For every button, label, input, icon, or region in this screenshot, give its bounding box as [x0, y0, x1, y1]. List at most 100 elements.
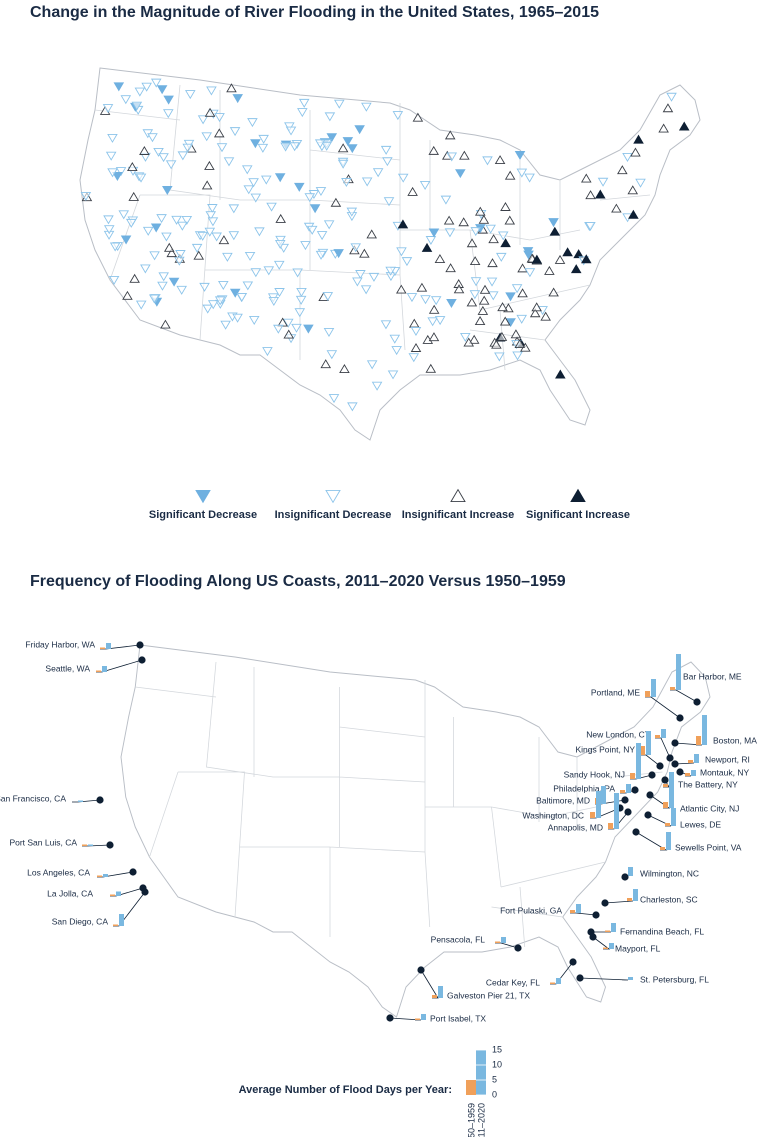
leader-line — [420, 969, 439, 999]
station-dot — [671, 760, 679, 768]
station-dot — [666, 754, 674, 762]
legend-symbol — [195, 489, 211, 504]
flood-trend-symbol — [322, 292, 334, 302]
flood-trend-symbol — [176, 285, 187, 295]
flood-trend-symbol — [294, 182, 305, 192]
flood-days-bar — [660, 847, 665, 850]
flood-days-bar — [614, 793, 619, 829]
flood-trend-symbol — [504, 170, 516, 180]
flood-trend-symbol — [316, 231, 328, 241]
flood-trend-symbol — [295, 295, 307, 305]
flood-trend-symbol — [468, 334, 480, 344]
flood-trend-symbol — [228, 231, 240, 241]
flood-days-bar — [696, 736, 701, 745]
flood-trend-symbol — [434, 254, 446, 264]
flood-days-bar — [603, 947, 608, 949]
station-dot — [656, 762, 664, 770]
station-label: Seattle, WA — [45, 663, 90, 673]
flood-days-bar — [636, 743, 641, 779]
station-label: Galveston Pier 21, TX — [447, 990, 530, 1000]
flood-trend-symbol — [268, 297, 280, 307]
station-label: Sewells Point, VA — [675, 842, 742, 852]
station-label: Montauk, NY — [700, 767, 749, 777]
legend-series-label: 2011–2020 — [476, 1103, 486, 1137]
leader-line — [570, 912, 597, 916]
flood-trend-symbol — [243, 185, 255, 195]
leader-line — [97, 871, 134, 878]
flood-trend-symbol — [139, 145, 150, 155]
flood-trend-symbol — [289, 142, 300, 152]
flood-trend-symbol — [516, 314, 527, 324]
flood-trend-symbol — [193, 250, 205, 260]
flood-trend-symbol — [140, 264, 151, 274]
flood-trend-symbol — [309, 204, 321, 214]
flood-trend-symbol — [494, 352, 505, 362]
flood-trend-symbol — [628, 209, 639, 219]
flood-trend-symbol — [544, 265, 555, 275]
flood-days-bar — [688, 760, 693, 763]
flood-trend-symbol — [181, 216, 193, 226]
flood-days-bar — [702, 715, 707, 745]
legend-tick-label: 0 — [492, 1089, 497, 1099]
flood-trend-symbol — [383, 197, 395, 207]
flood-trend-symbol — [406, 293, 418, 303]
flood-trend-symbol — [496, 331, 508, 341]
flood-trend-symbol — [633, 134, 644, 144]
flood-trend-symbol — [428, 332, 440, 342]
flood-trend-symbol — [514, 150, 526, 160]
flood-days-bar — [685, 773, 690, 776]
flood-trend-symbol — [474, 316, 486, 326]
flood-trend-symbol — [549, 226, 561, 236]
flood-trend-symbol — [595, 189, 606, 199]
flood-trend-symbol — [355, 270, 366, 280]
station-label: Los Angeles, CA — [27, 867, 90, 877]
flood-trend-symbol — [360, 285, 372, 295]
flood-days-bar — [590, 812, 595, 818]
station: Mayport, FL — [589, 933, 661, 953]
station: Port Isabel, TX — [386, 1013, 486, 1023]
flood-trend-symbol — [291, 323, 302, 333]
flood-trend-symbol — [350, 243, 362, 253]
station: Galveston Pier 21, TX — [417, 966, 530, 1000]
flood-trend-symbol — [397, 219, 409, 229]
flood-trend-symbol — [229, 127, 241, 137]
flood-trend-symbol — [102, 104, 114, 114]
station: Fort Pulaski, GA — [500, 904, 600, 919]
leader-line — [604, 900, 634, 904]
station: New London, CT — [586, 729, 674, 762]
station-label: Sandy Hook, NJ — [564, 769, 625, 779]
station: Atlantic City, NJ — [646, 772, 739, 813]
flood-trend-symbol — [339, 364, 350, 374]
station: Sandy Hook, NJ — [564, 743, 656, 780]
flood-trend-symbol — [347, 144, 358, 154]
station-dot — [386, 1014, 394, 1022]
flood-trend-symbol — [275, 213, 286, 223]
flood-trend-symbol — [294, 308, 306, 318]
flood-trend-symbol — [323, 327, 335, 337]
flood-days-bar — [88, 844, 93, 846]
station-dot — [96, 796, 104, 804]
station: Philadelphia, PA — [553, 783, 639, 794]
flood-trend-symbol — [150, 78, 162, 88]
flood-trend-symbol — [292, 268, 303, 278]
station-label: Baltimore, MD — [536, 795, 590, 805]
flood-trend-symbol — [320, 359, 332, 369]
flood-trend-symbol — [380, 145, 392, 155]
flood-trend-symbol — [201, 180, 213, 190]
flood-trend-symbol — [460, 332, 471, 342]
flood-days-bar — [495, 941, 500, 943]
flood-days-bar — [655, 735, 660, 738]
flood-trend-symbol — [296, 287, 307, 297]
station-label: St. Petersburg, FL — [640, 974, 709, 984]
flood-trend-symbol — [222, 252, 233, 262]
station: Fernandina Beach, FL — [587, 923, 704, 936]
flood-trend-symbol — [207, 300, 219, 310]
legend-title: Average Number of Flood Days per Year: — [239, 1084, 452, 1096]
station-label: Wilmington, NC — [640, 868, 699, 878]
flood-days-bar — [608, 823, 613, 829]
flood-days-bar — [620, 790, 625, 793]
flood-trend-symbol — [216, 143, 228, 153]
station-label: Cedar Key, FL — [486, 977, 540, 987]
flood-trend-symbol — [397, 173, 409, 183]
